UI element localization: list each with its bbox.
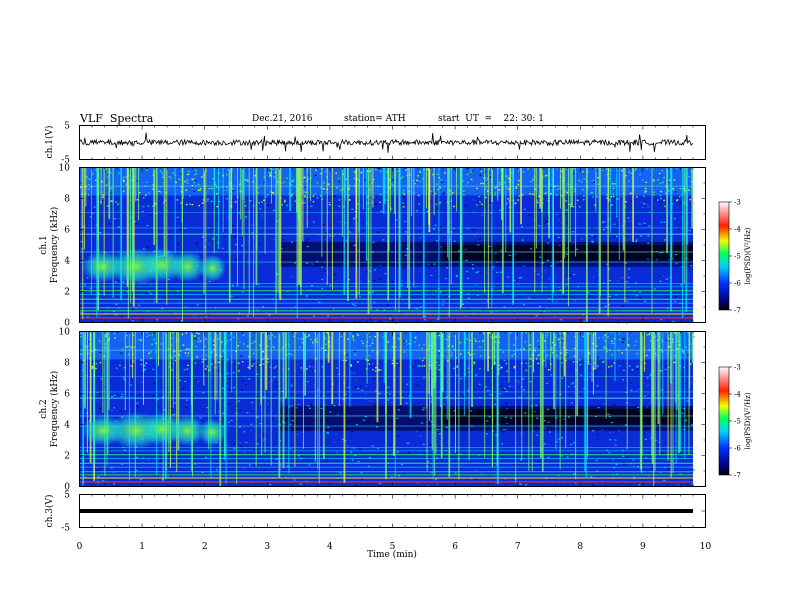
figure-title: VLF Spectra — [80, 112, 154, 125]
x-tick-label: 1 — [139, 542, 145, 552]
colorbar-tick-label: -5 — [734, 418, 741, 426]
ch3-y-tick-label: 5 — [64, 491, 70, 501]
freq-tick-label: 0 — [64, 483, 70, 493]
date-label: Dec.21, 2016 — [252, 114, 313, 124]
ch1-waveform — [79, 132, 694, 153]
colorbar-tick-label: -7 — [734, 307, 741, 315]
ch2-spectrogram — [79, 331, 706, 488]
ch2-colorbar — [718, 366, 730, 476]
freq-tick-label: 8 — [64, 359, 70, 369]
freq-tick-label: 8 — [64, 195, 70, 205]
freq-tick-label: 4 — [64, 421, 70, 431]
colorbar-tick-label: -5 — [734, 253, 741, 261]
x-axis-label: Time (min) — [367, 549, 417, 560]
ch3-waveform — [79, 509, 693, 513]
start-ut-label: start UT = 22: 30: 1 — [438, 114, 544, 124]
colorbar-tick-label: -7 — [734, 472, 741, 480]
colorbar-tick-label: -4 — [734, 391, 741, 399]
colorbar-tick-label: -3 — [734, 199, 741, 207]
x-tick-label: 3 — [264, 542, 270, 552]
ch1-y-tick-label: 5 — [64, 122, 70, 132]
ch1-colorbar — [718, 201, 730, 311]
ch3-ylabel: ch.3(V) — [44, 495, 55, 528]
freq-tick-label: 10 — [59, 164, 71, 174]
ch1-y-tick-label: -5 — [61, 156, 70, 166]
freq-tick-label: 2 — [64, 288, 70, 298]
colorbar-tick-label: -6 — [734, 445, 741, 453]
freq-tick-label: 2 — [64, 452, 70, 462]
freq-tick-label: 4 — [64, 257, 70, 267]
ch3-y-tick-label: -5 — [61, 524, 70, 534]
colorbar-tick-label: -3 — [734, 364, 741, 372]
ch2-spec-ylabel-line1: ch.2 — [39, 399, 49, 418]
x-tick-label: 7 — [515, 542, 521, 552]
ch1-colorbar-label: log(PSD)(V²/Hz) — [744, 227, 752, 284]
x-tick-label: 4 — [327, 542, 333, 552]
freq-tick-label: 10 — [59, 328, 71, 338]
colorbar-tick-label: -4 — [734, 226, 741, 234]
ch1-spectrogram — [79, 167, 706, 324]
ch1-ylabel: ch.1(V) — [44, 126, 55, 159]
ch2-colorbar-label: log(PSD)(V²/Hz) — [744, 392, 752, 449]
x-tick-label: 9 — [640, 542, 646, 552]
colorbar-tick-label: -6 — [734, 280, 741, 288]
x-tick-label: 10 — [700, 542, 712, 552]
x-tick-label: 8 — [577, 542, 583, 552]
freq-tick-label: 6 — [64, 226, 70, 236]
x-tick-label: 0 — [77, 542, 83, 552]
freq-tick-label: 6 — [64, 390, 70, 400]
colorbar-ticks: -3 -4 -5 -6 -7 -3 -4 -5 -6 -7 — [729, 199, 741, 480]
freq-tick-label: 0 — [64, 319, 70, 329]
ch2-spec-ylabel-line2: Frequency (kHz) — [49, 371, 60, 448]
station-label: station= ATH — [344, 114, 406, 124]
ch1-spec-ylabel-line1: ch.1 — [39, 235, 49, 254]
ch1-spec-ylabel-line2: Frequency (kHz) — [49, 207, 60, 284]
x-tick-label: 5 — [390, 542, 396, 552]
x-tick-label: 2 — [202, 542, 208, 552]
x-tick-label: 6 — [452, 542, 458, 552]
